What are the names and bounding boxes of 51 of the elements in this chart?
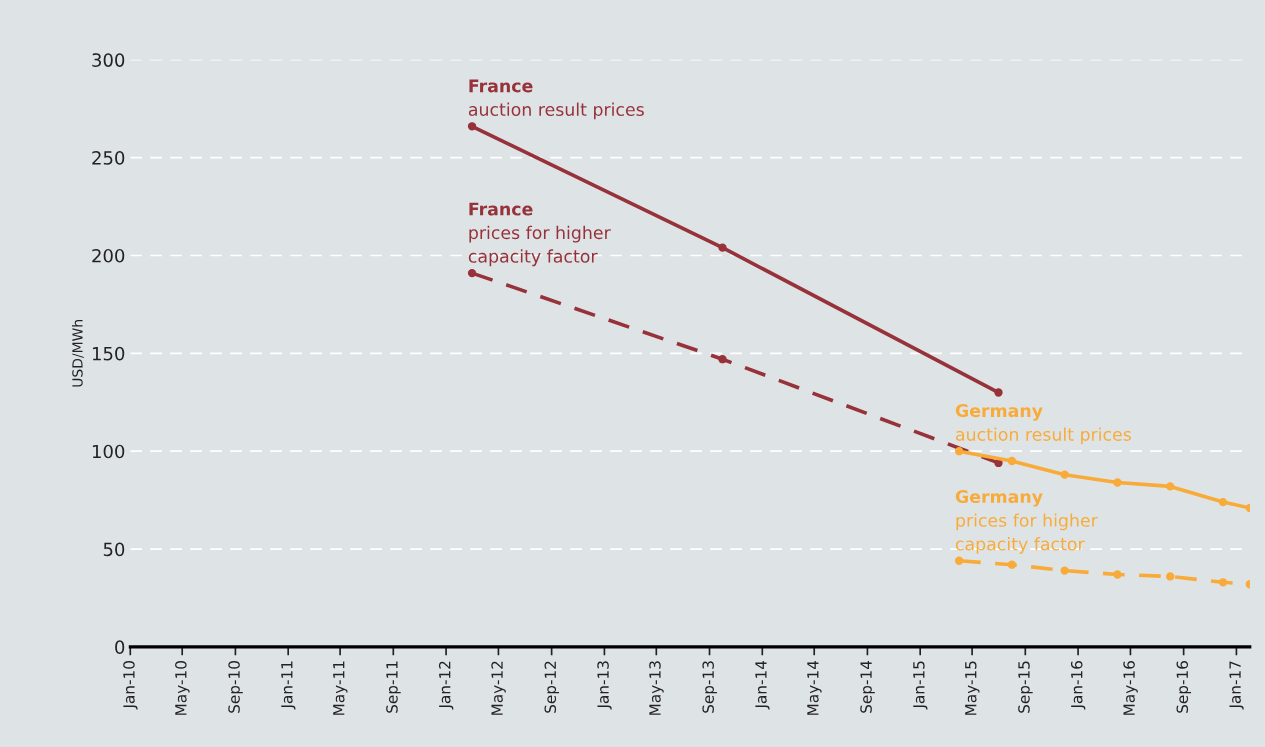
point [954,447,964,456]
x-tick-label: Sep-10 [228,661,243,713]
x-tick-label: Jan-17 [1229,661,1244,710]
series-label: France auction result prices [468,79,644,120]
x-tick-label: Jan-16 [1070,661,1086,710]
x-tick-label: Sep-13 [702,661,717,713]
point [1113,570,1122,579]
y-tick-label: 300 [92,53,125,67]
point [1218,497,1228,507]
point [1113,478,1122,487]
series-label: France prices for higher capacity factor [468,202,611,267]
x-tick-label: Jan-11 [281,661,296,710]
point [1007,456,1017,466]
y-tick-label: 200 [92,248,125,263]
point [1007,560,1017,569]
y-tick-label: 100 [92,444,125,459]
x-tick-label: Sep-15 [1018,661,1033,713]
series-label: Germany auction result prices [955,404,1131,445]
point [1166,482,1175,491]
point [718,355,727,364]
point [1218,578,1228,587]
x-tick-label: Sep-16 [1176,661,1192,713]
x-tick-label: Jan-15 [913,661,928,710]
x-tick-label: May-14 [807,660,822,715]
y-tick-label: 250 [92,151,125,165]
x-tick-label: May-10 [175,661,190,715]
x-tick-label: Sep-14 [860,660,875,713]
x-tick-label: May-12 [491,661,506,715]
point [994,388,1003,397]
x-tick-label: Jan-10 [123,661,138,710]
point [1060,470,1069,479]
point [954,556,964,565]
x-tick-label: May-15 [965,661,980,715]
x-tick-label: Sep-11 [386,661,401,713]
x-tick-label: Jan-13 [597,661,612,710]
point [1166,572,1175,581]
y-axis-title: USD/MWh [71,320,84,387]
point [467,268,477,278]
y-tick-label: 0 [115,640,125,655]
x-tick-label: May-16 [1123,661,1138,715]
point [718,243,727,252]
y-tick-label: 150 [92,346,125,361]
x-tick-label: Jan-12 [438,661,454,710]
x-tick-label: Jan-14 [755,660,770,710]
x-tick-label: May-11 [333,661,348,715]
point [467,122,477,131]
point [1060,566,1069,575]
y-tick-label: 50 [103,542,125,557]
x-tick-label: May-13 [649,661,664,715]
series-label: Germany prices for higher capacity factor [955,489,1098,554]
x-tick-label: Sep-12 [544,661,560,713]
